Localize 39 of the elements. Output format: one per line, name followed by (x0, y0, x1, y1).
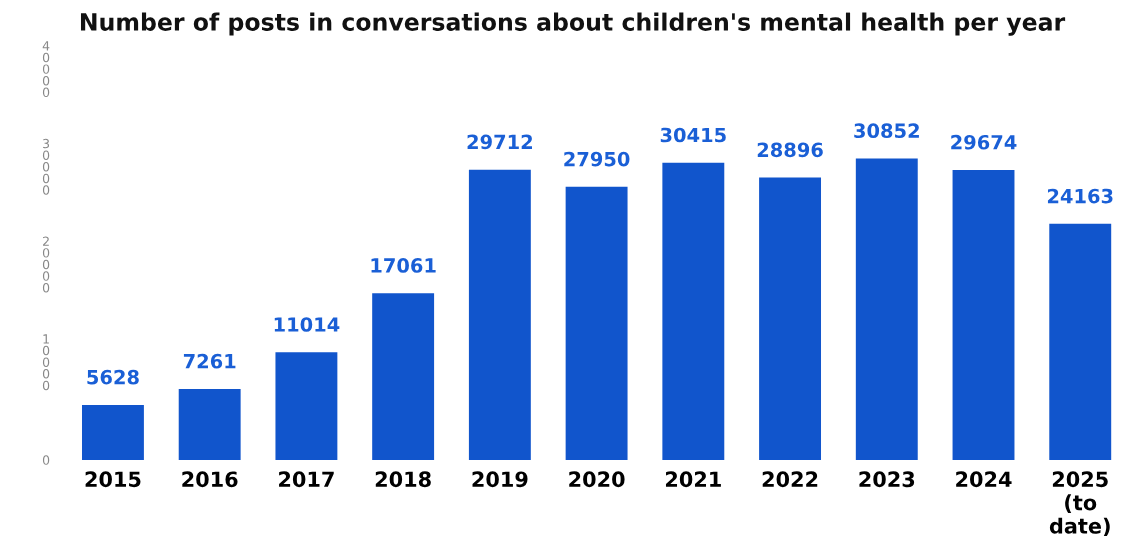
x-tick-label: 2020 (569, 471, 625, 488)
bar (855, 158, 918, 460)
data-label: 17061 (371, 258, 436, 273)
data-label: 11014 (274, 317, 340, 332)
bar (372, 293, 435, 460)
x-tick-label: 2016 (182, 471, 238, 488)
data-label: 5628 (87, 369, 139, 385)
bar (468, 169, 531, 460)
bar (565, 186, 628, 460)
x-tick-label: 2018 (375, 471, 431, 488)
data-label: 7261 (183, 353, 236, 369)
bar (275, 352, 338, 460)
y-tick-label: 2 0 0 0 0 (42, 236, 50, 293)
bar (662, 162, 725, 460)
bar (178, 388, 241, 460)
data-label: 24163 (1047, 188, 1113, 204)
x-tick-label: 2015 (85, 471, 141, 488)
y-tick-label: 0 (42, 455, 50, 465)
bar (759, 177, 822, 460)
x-tick-label: 2022 (762, 471, 818, 488)
x-tick-label: 2024 (956, 471, 1012, 488)
y-tick-label: 1 0 0 0 0 (42, 334, 50, 391)
x-tick-label: 2023 (859, 471, 915, 488)
data-label: 27950 (564, 151, 630, 167)
y-tick-label: 3 0 0 0 0 (42, 138, 50, 195)
bar (1049, 223, 1112, 460)
x-tick-label: 2021 (665, 471, 721, 488)
data-label: 30852 (854, 123, 919, 139)
data-label: 29712 (467, 134, 532, 150)
data-label: 30415 (660, 127, 726, 143)
x-tick-label: 2025 (to date) (1049, 471, 1110, 536)
bar (952, 170, 1015, 460)
chart-title: Number of posts in conversations about children's mental health per year (80, 12, 1066, 36)
bar (82, 404, 144, 460)
data-label: 28896 (757, 142, 823, 158)
x-tick-label: 2019 (472, 471, 528, 488)
x-tick-label: 2017 (279, 471, 334, 488)
y-tick-label: 4 0 0 0 0 (42, 41, 50, 98)
data-label: 29674 (951, 134, 1017, 150)
